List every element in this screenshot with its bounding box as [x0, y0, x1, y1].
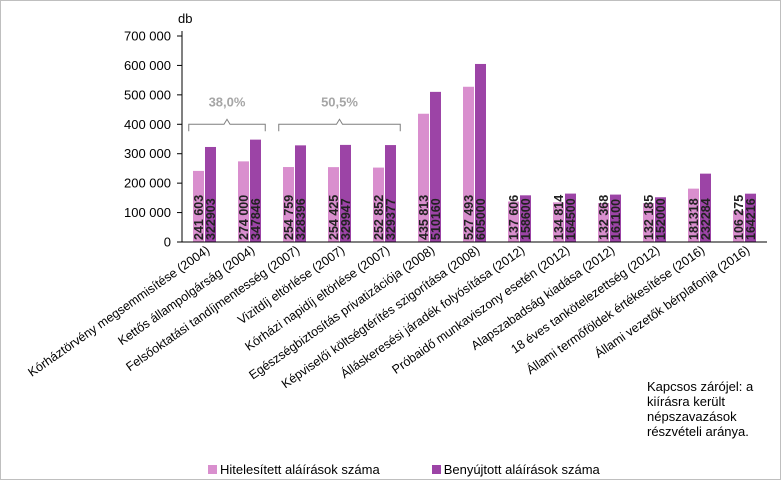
legend: Hitelesített aláírások száma Benyújtott … [208, 462, 652, 477]
data-label: 164216 [744, 198, 758, 240]
bar-hitelesitett [283, 167, 294, 242]
bar-benyujtott [745, 193, 756, 242]
data-label: 329377 [384, 198, 398, 240]
y-tick-label: 300 000 [124, 146, 171, 161]
bar-benyujtott [205, 146, 216, 242]
y-tick-label: 200 000 [124, 176, 171, 191]
bracket-label: 50,5% [321, 94, 358, 109]
bar-hitelesitett [508, 201, 519, 242]
bracket [188, 118, 266, 132]
y-tick-label: 0 [164, 235, 171, 250]
bar-hitelesitett [418, 113, 429, 242]
data-label: 232284 [699, 198, 713, 240]
data-label: 134 814 [552, 195, 566, 240]
data-label: 132 185 [642, 195, 656, 240]
bar-hitelesitett [373, 167, 384, 242]
data-label: 510160 [429, 198, 443, 240]
bar-benyujtott [430, 91, 441, 242]
data-label: 328396 [294, 198, 308, 240]
legend-swatch-benyujtott [431, 465, 441, 474]
y-axis-label: db [178, 11, 192, 26]
data-label: 435 813 [417, 195, 431, 240]
data-label: 605000 [474, 198, 488, 240]
data-label: 158600 [519, 198, 533, 240]
bar-benyujtott [295, 145, 306, 242]
bar-benyujtott [610, 194, 621, 242]
legend-label-hitelesitett: Hitelesített aláírások száma [220, 462, 380, 477]
data-label: 254 759 [282, 195, 296, 240]
data-label: 241 603 [192, 195, 206, 240]
legend-label-benyujtott: Benyújtott aláírások száma [443, 462, 600, 477]
bar-benyujtott [385, 145, 396, 242]
y-tick-label: 500 000 [124, 87, 171, 102]
bar-hitelesitett [733, 210, 744, 242]
y-tick-label: 700 000 [124, 29, 171, 44]
bar-benyujtott [520, 195, 531, 242]
data-label: 347846 [249, 198, 263, 240]
data-label: 252 852 [372, 195, 386, 240]
data-label: 164500 [564, 198, 578, 240]
bar-benyujtott [340, 144, 351, 242]
data-label: 527 493 [462, 195, 476, 240]
bar-benyujtott [565, 193, 576, 242]
bracket [278, 118, 401, 132]
bar-hitelesitett [553, 202, 564, 242]
bar-benyujtott [655, 197, 666, 242]
y-tick-label: 400 000 [124, 117, 171, 132]
bar-hitelesitett [598, 203, 609, 242]
data-label: 181318 [687, 198, 701, 240]
bar-hitelesitett [238, 161, 249, 242]
legend-swatch-hitelesitett [208, 465, 217, 474]
data-label: 132 368 [597, 195, 611, 240]
bar-benyujtott [475, 63, 486, 243]
bar-hitelesitett [688, 188, 699, 242]
bar-hitelesitett [463, 86, 474, 242]
bar-hitelesitett [643, 203, 654, 242]
x-tick-label: Kórháztörvény megsemmisítése (2004) [25, 243, 212, 380]
data-label: 322903 [204, 198, 218, 240]
bar-hitelesitett [328, 167, 339, 242]
data-label: 274 000 [237, 195, 251, 240]
bracket-note: Kapcsos zárójel: a kiírásra került népsz… [647, 379, 754, 439]
data-label: 106 275 [732, 195, 746, 240]
bracket-label: 38,0% [209, 94, 246, 109]
legend-item-hitelesitett: Hitelesített aláírások száma [208, 462, 380, 477]
legend-item-benyujtott: Benyújtott aláírások száma [431, 462, 600, 477]
y-tick-label: 600 000 [124, 58, 171, 73]
data-label: 161100 [609, 199, 623, 240]
data-label: 152000 [654, 198, 668, 240]
bar-benyujtott [700, 173, 711, 242]
y-tick-label: 100 000 [124, 205, 171, 220]
bar-benyujtott [250, 139, 261, 242]
data-label: 137 606 [507, 195, 521, 240]
data-label: 254 425 [327, 195, 341, 240]
data-label: 329947 [339, 198, 353, 240]
bar-hitelesitett [193, 170, 204, 242]
